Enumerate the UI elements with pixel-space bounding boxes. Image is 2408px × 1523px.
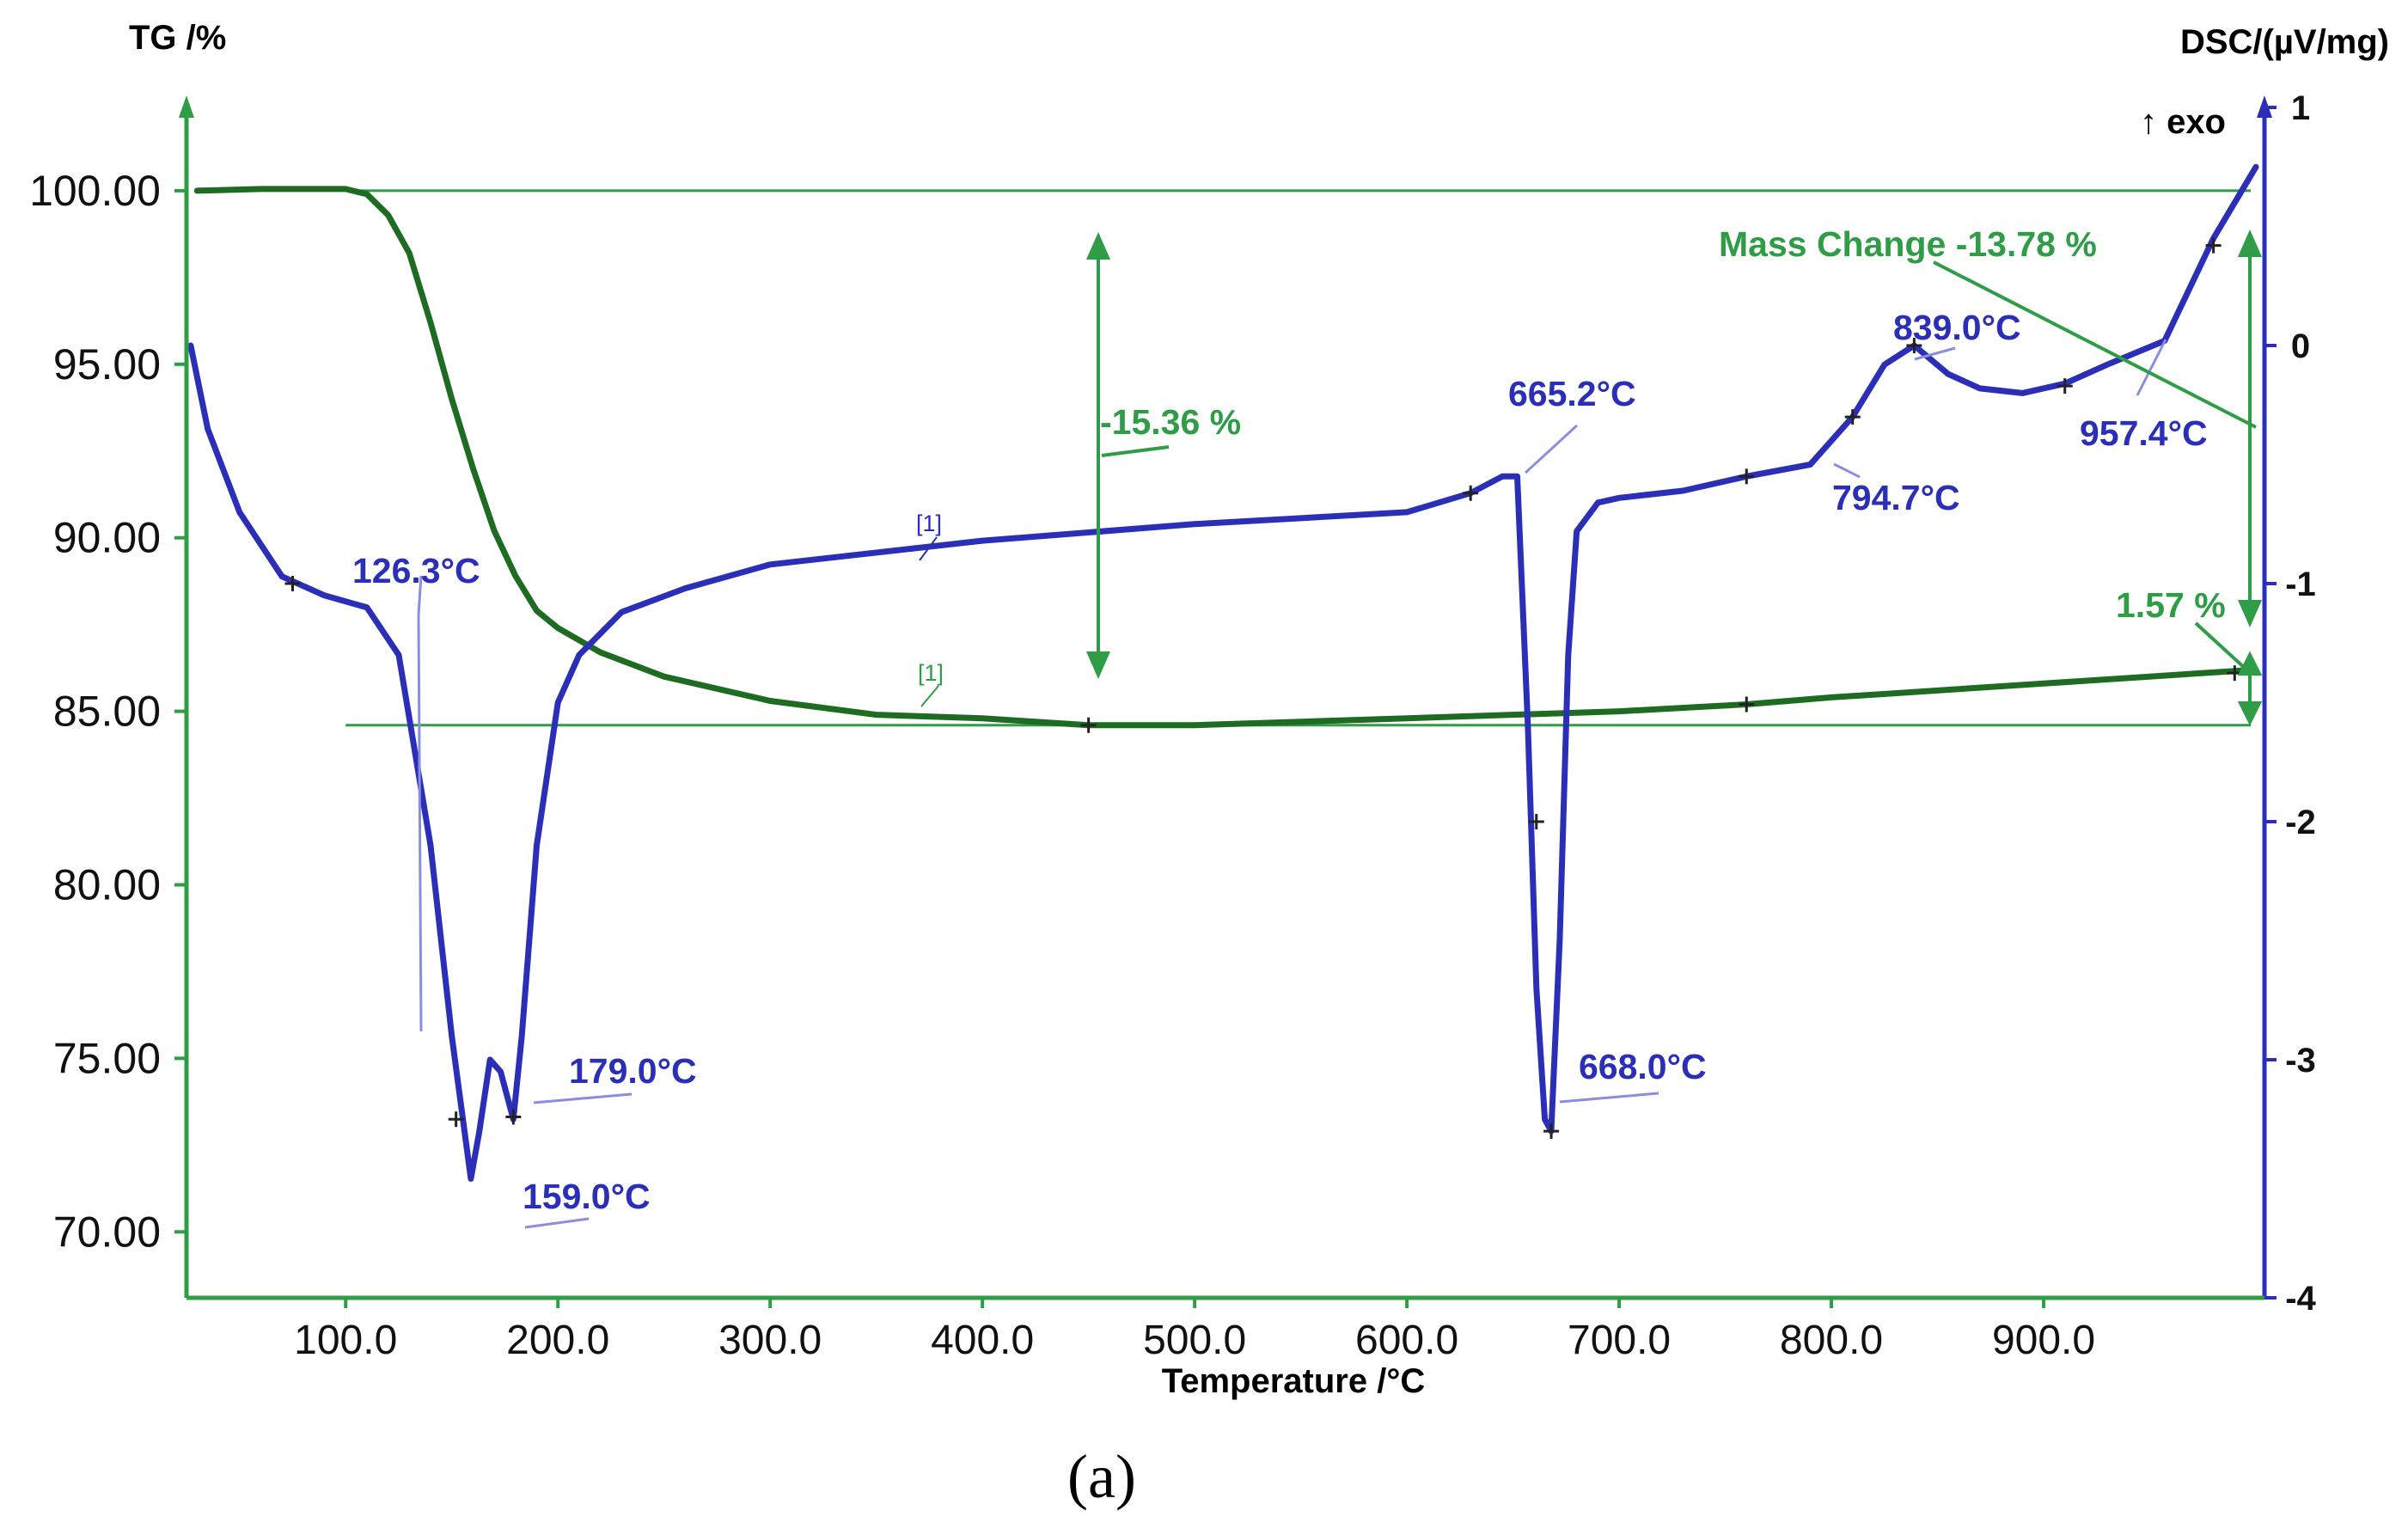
y-left-tick-label-3: 85.00 <box>53 688 161 736</box>
exo-indicator: ↑ exo <box>2140 103 2226 141</box>
peak-label-839: 839.0°C <box>1893 308 2021 347</box>
y-left-tick-label-5: 95.00 <box>53 340 161 388</box>
x-tick-label-4: 500.0 <box>1143 1318 1246 1363</box>
data-series <box>187 163 2259 1182</box>
tg-segment-label: [1] <box>918 660 944 686</box>
figure-caption: (a) <box>1067 1442 1136 1511</box>
x-tick-label-3: 400.0 <box>931 1318 1034 1363</box>
y-right-tick-label-0: -4 <box>2285 1280 2316 1318</box>
x-tick-label-0: 100.0 <box>294 1318 397 1363</box>
y-left-tick-label-0: 70.00 <box>53 1208 161 1256</box>
mass-step-1-label: -15.36 % <box>1100 402 1241 442</box>
y-right-tick-label-4: 0 <box>2291 327 2310 365</box>
y-left-tick-label-2: 80.00 <box>53 860 161 908</box>
data-markers <box>284 237 2243 1140</box>
dsc-marker-6 <box>1739 468 1755 485</box>
series-tg-line <box>193 186 2259 729</box>
tg-marker-1 <box>1739 696 1755 713</box>
x-tick-label-2: 300.0 <box>718 1318 822 1363</box>
y-left-tick-label-6: 100.00 <box>29 167 161 215</box>
mass-change-total-label: Mass Change -13.78 % <box>1719 224 2097 264</box>
dsc-marker-5 <box>1543 1123 1560 1140</box>
x-tick-label-8: 900.0 <box>1992 1318 2095 1363</box>
dsc-marker-1 <box>448 1111 464 1128</box>
peak-label-957: 957.4°C <box>2080 413 2208 453</box>
y-right-tick-label-3: -1 <box>2285 566 2316 603</box>
y-right-tick-label-5: 1 <box>2291 89 2310 127</box>
reference-lines <box>345 189 2251 727</box>
peak-label-794: 794.7°C <box>1832 478 1960 517</box>
x-tick-label-6: 700.0 <box>1568 1318 1671 1363</box>
y-left-axis-title: TG /% <box>129 19 226 57</box>
dsc-marker-10 <box>2205 237 2222 254</box>
y-right-tick-label-1: -3 <box>2285 1042 2316 1080</box>
dsc-marker-7 <box>1844 409 1861 425</box>
series-dsc-line <box>187 163 2259 1182</box>
tg-marker-0 <box>1080 717 1097 733</box>
peak-label-159: 159.0°C <box>523 1177 651 1216</box>
peak-label-126: 126.3°C <box>352 551 480 590</box>
dsc-marker-3 <box>1463 485 1479 501</box>
dsc-marker-0 <box>284 576 301 591</box>
dsc-marker-8 <box>1906 338 1922 353</box>
annotations: 126.3°C 159.0°C 179.0°C 665.2°C 668.0°C … <box>352 224 2263 1229</box>
y-right-tick-label-2: -2 <box>2285 804 2316 841</box>
dsc-marker-9 <box>2057 378 2073 395</box>
dsc-marker-2 <box>505 1109 522 1125</box>
x-tick-label-1: 200.0 <box>506 1318 609 1363</box>
y-left-tick-label-4: 90.00 <box>53 514 161 562</box>
dsc-marker-4 <box>1528 814 1544 829</box>
axes: 70.0075.0080.0085.0090.0095.00100.00-4-3… <box>29 89 2316 1363</box>
x-tick-label-7: 800.0 <box>1780 1318 1883 1363</box>
peak-label-179: 179.0°C <box>569 1051 697 1091</box>
x-tick-label-5: 600.0 <box>1355 1318 1458 1363</box>
dsc-segment-label: [1] <box>916 511 942 536</box>
x-axis-title: Temperature /°C <box>1162 1362 1425 1400</box>
peak-label-668: 668.0°C <box>1579 1047 1707 1086</box>
y-left-tick-label-1: 75.00 <box>53 1034 161 1082</box>
y-left-axis-arrow <box>179 95 194 118</box>
mass-step-2-label: 1.57 % <box>2116 585 2226 625</box>
y-right-axis-title: DSC/(µV/mg) <box>2180 23 2389 61</box>
peak-label-665: 665.2°C <box>1508 374 1636 413</box>
